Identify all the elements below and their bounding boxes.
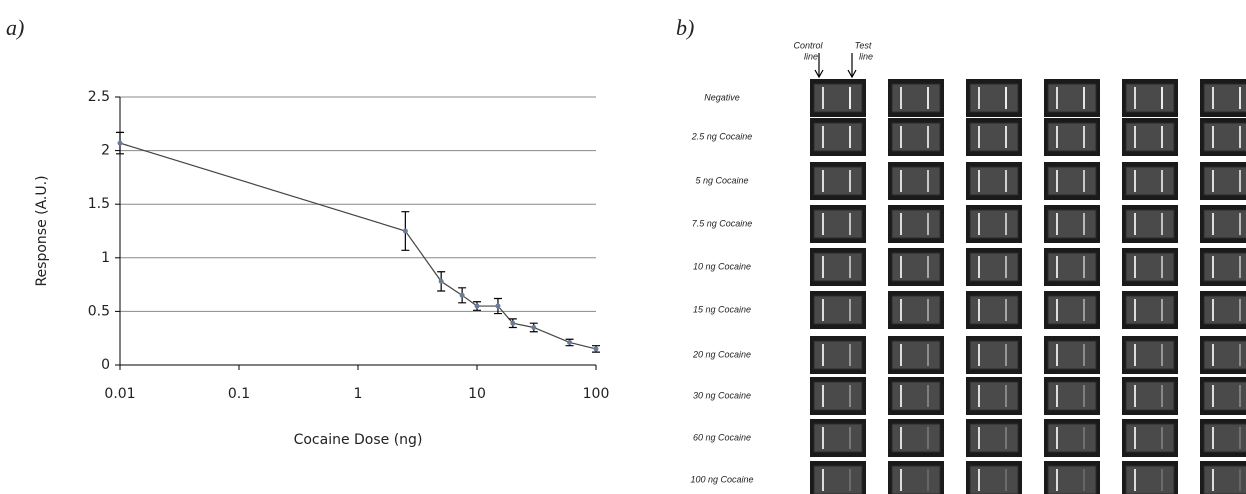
strip-window: [891, 122, 941, 152]
x-axis-label: Cocaine Dose (ng): [294, 432, 423, 448]
strip-window: [813, 209, 863, 239]
strip-window: [891, 209, 941, 239]
strip-window: [1047, 209, 1097, 239]
row-label: 30 ng Cocaine: [693, 390, 751, 400]
strip-window: [891, 295, 941, 325]
strip-window: [969, 381, 1019, 411]
data-point: [117, 140, 123, 146]
y-tick-label: 0: [101, 357, 110, 373]
strip-window: [891, 252, 941, 282]
x-tick-label: 0.1: [228, 386, 250, 402]
y-tick-label: 0.5: [88, 303, 110, 319]
strip-window: [1047, 83, 1097, 113]
strip-window: [969, 209, 1019, 239]
strip-window: [1047, 166, 1097, 196]
data-point: [459, 292, 465, 298]
strip-window: [1125, 465, 1175, 494]
row-label: 100 ng Cocaine: [690, 474, 753, 484]
strip-window: [1125, 122, 1175, 152]
strip-window: [1125, 252, 1175, 282]
y-axis-label: Response (A.U.): [34, 175, 50, 286]
strip-window: [891, 340, 941, 370]
strip-window: [969, 252, 1019, 282]
strip-window: [969, 465, 1019, 494]
data-point: [510, 320, 516, 326]
strip-window: [891, 381, 941, 411]
control-label: line: [804, 51, 818, 61]
strip-window: [1125, 166, 1175, 196]
row-label: 20 ng Cocaine: [692, 349, 751, 359]
strip-window: [969, 340, 1019, 370]
row-label: 10 ng Cocaine: [693, 261, 751, 271]
row-label: Negative: [704, 92, 740, 102]
strip-window: [813, 122, 863, 152]
strip-window: [813, 166, 863, 196]
arrows: [814, 53, 857, 79]
panel-label: a): [6, 15, 24, 40]
control-label: Control: [793, 40, 823, 50]
strip-window: [813, 465, 863, 494]
strip-window: [891, 423, 941, 453]
strip-window: [1125, 340, 1175, 370]
x-tick-label: 1: [354, 386, 363, 402]
strip-window: [1125, 209, 1175, 239]
strip-window: [891, 83, 941, 113]
strip-window: [891, 465, 941, 494]
test-label: line: [859, 51, 873, 61]
row-label: 5 ng Cocaine: [695, 175, 748, 185]
strip-window: [1047, 295, 1097, 325]
test-label: Test: [855, 40, 872, 50]
strip-window: [1125, 381, 1175, 411]
strip-window: [969, 423, 1019, 453]
strip-window: [1125, 423, 1175, 453]
strip-window: [1125, 83, 1175, 113]
strip-window: [969, 166, 1019, 196]
strip-window: [1047, 252, 1097, 282]
strip-window: [969, 122, 1019, 152]
x-tick-label: 0.01: [104, 386, 135, 402]
data-point: [438, 278, 444, 284]
row-label: 60 ng Cocaine: [693, 432, 751, 442]
strip-window: [813, 295, 863, 325]
y-tick-label: 1: [101, 250, 110, 266]
strip-window: [969, 83, 1019, 113]
strip-window: [1047, 465, 1097, 494]
strip-window: [813, 83, 863, 113]
strip-window: [1203, 423, 1246, 453]
strip-window: [813, 381, 863, 411]
strip-window: [969, 295, 1019, 325]
x-tick-label: 10: [468, 386, 486, 402]
y-tick-label: 2.5: [88, 89, 110, 105]
strip-window: [891, 166, 941, 196]
data-point: [567, 339, 573, 345]
data-line: [119, 142, 597, 350]
strip-window: [1047, 340, 1097, 370]
row-label: 7.5 ng Cocaine: [692, 218, 753, 228]
strip-window: [1047, 122, 1097, 152]
strip-window: [1203, 295, 1246, 325]
data-point: [495, 303, 501, 309]
strip-window: [1203, 340, 1246, 370]
strip-window: [1203, 465, 1246, 494]
y-tick-label: 1.5: [88, 196, 110, 212]
row-label: 15 ng Cocaine: [693, 304, 751, 314]
row-label: 2.5 ng Cocaine: [691, 131, 753, 141]
strip-window: [813, 340, 863, 370]
data-point: [593, 346, 599, 352]
strip-window: [1203, 381, 1246, 411]
panel-label: b): [676, 15, 694, 40]
strip-window: [1047, 381, 1097, 411]
x-tick-label: 100: [583, 386, 610, 402]
strip-window: [813, 252, 863, 282]
strip-window: [1125, 295, 1175, 325]
data-point: [474, 303, 480, 309]
data-point: [402, 228, 408, 234]
strip-window: [1047, 423, 1097, 453]
data-point: [531, 324, 537, 330]
y-tick-label: 2: [101, 143, 110, 159]
strip-window: [813, 423, 863, 453]
